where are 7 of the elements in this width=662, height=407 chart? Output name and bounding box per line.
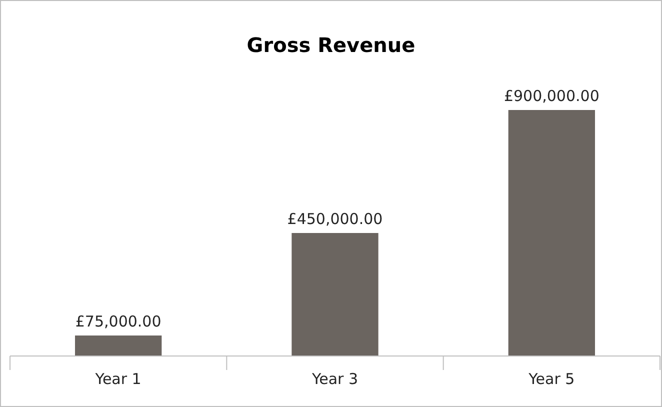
x-tick-label: Year 5 xyxy=(528,370,575,388)
chart-title: Gross Revenue xyxy=(246,33,416,57)
data-label: £75,000.00 xyxy=(75,312,162,330)
data-label: £900,000.00 xyxy=(504,87,600,105)
data-label: £450,000.00 xyxy=(287,210,383,228)
x-tick-label: Year 1 xyxy=(94,370,142,388)
x-tick-label: Year 3 xyxy=(310,370,358,388)
